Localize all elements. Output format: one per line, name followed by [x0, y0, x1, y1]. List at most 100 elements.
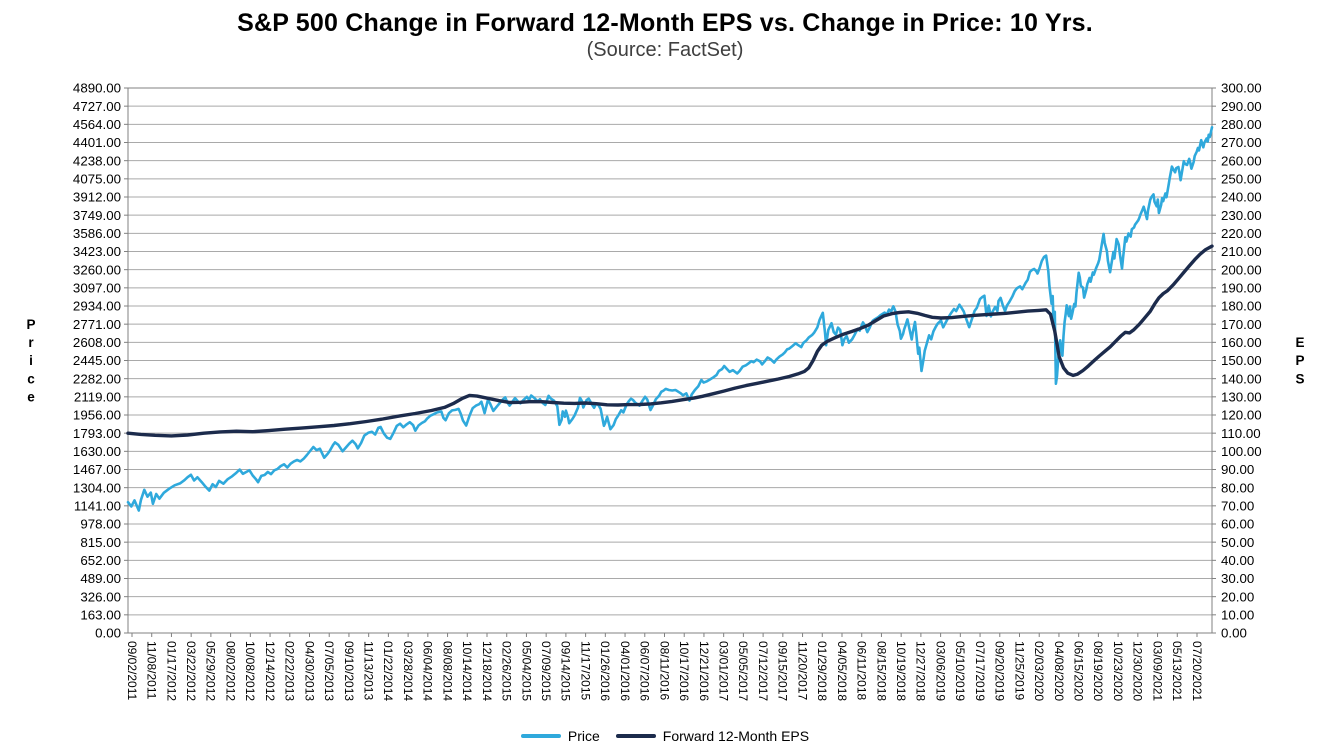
right-axis-title-letter: S — [1295, 371, 1304, 386]
left-axis-tick-label: 1304.00 — [73, 480, 121, 495]
right-axis-tick-label: 30.00 — [1221, 571, 1254, 586]
right-axis-tick-label: 270.00 — [1221, 135, 1262, 150]
x-axis-tick-label: 04/08/2020 — [1052, 641, 1066, 701]
x-axis-tick-label: 01/29/2018 — [815, 641, 829, 701]
x-axis-tick-label: 05/05/2017 — [736, 641, 750, 701]
x-axis-tick-label: 07/09/2015 — [539, 641, 553, 701]
x-axis-tick-label: 08/15/2018 — [874, 641, 888, 701]
right-axis-tick-label: 80.00 — [1221, 480, 1254, 495]
x-axis-tick-label: 09/14/2015 — [559, 641, 573, 701]
left-axis-tick-label: 3423.00 — [73, 244, 121, 259]
left-axis-tick-label: 326.00 — [80, 589, 121, 604]
left-axis-tick-label: 3586.00 — [73, 226, 121, 241]
left-axis-tick-label: 2608.00 — [73, 335, 121, 350]
left-axis-tick-label: 163.00 — [80, 607, 121, 622]
legend-label: Price — [567, 728, 600, 744]
x-axis-tick-label: 12/21/2016 — [697, 641, 711, 701]
left-axis-tick-label: 2934.00 — [73, 299, 121, 314]
right-axis-tick-label: 110.00 — [1221, 426, 1261, 441]
x-axis-tick-label: 04/01/2016 — [618, 641, 632, 701]
right-axis-tick-label: 60.00 — [1221, 517, 1254, 532]
x-axis-tick-label: 11/17/2015 — [578, 641, 592, 700]
left-axis-tick-label: 2119.00 — [74, 389, 121, 404]
right-axis-tick-label: 230.00 — [1221, 208, 1262, 223]
right-axis-tick-label: 0.00 — [1221, 626, 1247, 641]
right-axis-tick-label: 260.00 — [1221, 153, 1262, 168]
x-axis-tick-label: 01/26/2016 — [598, 641, 612, 701]
x-axis-tick-label: 06/15/2020 — [1071, 641, 1085, 701]
x-axis-tick-label: 12/30/2020 — [1131, 641, 1145, 701]
right-axis-tick-label: 190.00 — [1221, 280, 1262, 295]
x-axis-tick-label: 09/20/2019 — [993, 641, 1007, 701]
left-axis-tick-label: 4075.00 — [73, 171, 121, 186]
x-axis-tick-label: 03/09/2021 — [1150, 641, 1164, 701]
x-axis-tick-label: 03/22/2012 — [184, 641, 198, 701]
x-axis-tick-label: 08/08/2014 — [440, 641, 454, 701]
x-axis-tick-label: 12/18/2014 — [480, 641, 494, 701]
left-axis-tick-label: 489.00 — [80, 571, 121, 586]
right-axis-tick-label: 210.00 — [1221, 244, 1262, 259]
x-axis-tick-label: 08/11/2016 — [657, 641, 671, 700]
x-axis-tick-label: 05/29/2012 — [204, 641, 218, 701]
x-axis-tick-label: 04/30/2013 — [302, 641, 316, 701]
x-axis-tick-label: 09/02/2011 — [125, 641, 139, 700]
x-axis-tick-label: 07/05/2013 — [322, 641, 336, 701]
x-axis-tick-label: 08/19/2020 — [1091, 641, 1105, 701]
right-axis-tick-label: 280.00 — [1221, 117, 1262, 132]
price-series-line — [126, 126, 1214, 512]
x-axis-tick-label: 06/11/2018 — [855, 641, 869, 700]
legend-item-price: Price — [520, 728, 600, 744]
x-axis-tick-label: 12/14/2012 — [263, 641, 277, 701]
left-axis-title-letter: e — [27, 390, 35, 405]
right-axis-tick-label: 290.00 — [1221, 99, 1262, 114]
left-axis-title-letter: P — [26, 317, 35, 332]
x-axis-tick-label: 05/13/2021 — [1170, 641, 1184, 701]
left-axis-tick-label: 3912.00 — [73, 190, 121, 205]
right-axis-tick-label: 40.00 — [1221, 553, 1254, 568]
right-axis-tick-label: 100.00 — [1221, 444, 1262, 459]
x-axis-tick-label: 11/20/2017 — [795, 641, 809, 700]
legend-label: Forward 12-Month EPS — [662, 728, 810, 744]
left-axis-tick-label: 1467.00 — [73, 462, 121, 477]
x-axis-tick-label: 08/02/2012 — [223, 641, 237, 701]
right-axis-tick-label: 90.00 — [1221, 462, 1254, 477]
x-axis-tick-label: 03/06/2019 — [933, 641, 947, 701]
x-axis-tick-label: 09/10/2013 — [342, 641, 356, 701]
x-axis-tick-label: 11/25/2019 — [1012, 641, 1026, 700]
left-axis-tick-label: 1141.00 — [74, 498, 121, 513]
x-axis-tick-label: 10/19/2018 — [894, 641, 908, 701]
x-axis-tick-label: 05/10/2019 — [953, 641, 967, 701]
left-axis-tick-label: 4727.00 — [73, 99, 121, 114]
left-axis-tick-label: 978.00 — [80, 517, 121, 532]
right-axis-title-letter: E — [1295, 335, 1304, 350]
x-axis-tick-label: 11/13/2013 — [361, 641, 375, 700]
legend-item-forward-12-month-eps: Forward 12-Month EPS — [615, 728, 810, 744]
x-axis-tick-label: 09/15/2017 — [776, 641, 790, 701]
left-axis-tick-label: 2445.00 — [73, 353, 121, 368]
left-axis-title-letter: c — [27, 371, 35, 386]
left-axis-tick-label: 2771.00 — [73, 317, 121, 332]
left-axis-tick-label: 4890.00 — [73, 81, 121, 96]
x-axis-tick-label: 10/08/2012 — [243, 641, 257, 701]
left-axis-tick-label: 4401.00 — [73, 135, 121, 150]
forward-12-month-eps-series-line — [126, 244, 1214, 438]
right-axis-tick-label: 200.00 — [1221, 262, 1262, 277]
chart-title: S&P 500 Change in Forward 12-Month EPS v… — [237, 9, 1093, 37]
left-axis-tick-label: 1793.00 — [73, 426, 121, 441]
left-axis-tick-label: 0.00 — [95, 626, 121, 641]
left-axis-tick-label: 3749.00 — [73, 208, 121, 223]
right-axis-tick-label: 240.00 — [1221, 190, 1262, 205]
right-axis-tick-label: 20.00 — [1221, 589, 1254, 604]
right-axis-title-letter: P — [1295, 353, 1304, 368]
left-axis-tick-label: 1630.00 — [73, 444, 121, 459]
right-axis-tick-label: 70.00 — [1221, 498, 1254, 513]
x-axis-tick-label: 06/07/2016 — [638, 641, 652, 701]
legend: Price Forward 12-Month EPS — [0, 728, 1330, 744]
x-axis-tick-label: 10/14/2014 — [460, 641, 474, 701]
chart-subtitle: (Source: FactSet) — [586, 39, 744, 61]
left-axis-title-letter: i — [29, 353, 33, 368]
right-axis-tick-label: 220.00 — [1221, 226, 1262, 241]
x-axis-tick-label: 04/05/2018 — [835, 641, 849, 701]
